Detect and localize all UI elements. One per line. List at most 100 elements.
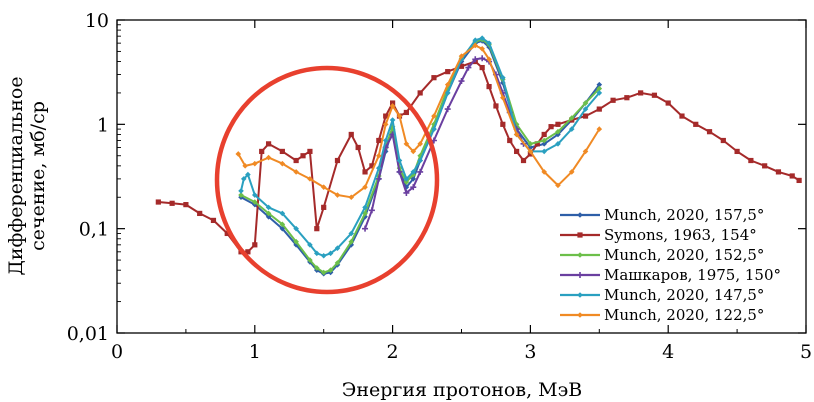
data-point	[541, 169, 547, 175]
data-point	[334, 260, 341, 266]
data-point	[479, 35, 485, 41]
data-point	[500, 121, 506, 127]
x-tick-label: 2	[387, 341, 399, 363]
data-point	[252, 160, 258, 167]
data-point	[403, 176, 410, 182]
data-point	[444, 81, 451, 88]
data-point	[334, 192, 341, 198]
data-point	[376, 165, 382, 171]
data-point	[534, 141, 540, 147]
data-point	[417, 168, 424, 175]
data-point	[348, 131, 354, 138]
data-point	[706, 129, 713, 135]
x-axis-label: Энергия протонов, МэВ	[342, 379, 582, 401]
series-lines	[155, 35, 802, 277]
data-point	[775, 169, 782, 175]
data-point	[300, 153, 306, 159]
data-point	[279, 160, 286, 167]
data-point	[693, 121, 699, 127]
data-point	[320, 184, 327, 190]
data-point	[541, 148, 547, 155]
data-point	[444, 106, 451, 113]
data-point	[796, 177, 802, 184]
data-point	[410, 148, 417, 155]
data-point	[513, 131, 520, 138]
data-point	[265, 154, 272, 161]
x-tick-label: 3	[524, 341, 536, 363]
data-point	[624, 95, 630, 101]
data-point	[245, 249, 251, 255]
data-point	[382, 137, 389, 144]
y-axis-label-line: сечение, мб/ср	[27, 101, 49, 251]
data-point	[375, 175, 382, 182]
x-tick-label: 0	[111, 341, 123, 363]
data-point	[376, 152, 382, 159]
data-point	[383, 113, 389, 119]
data-point	[500, 94, 506, 101]
data-point	[235, 151, 242, 157]
data-point	[486, 40, 492, 46]
y-tick-label: 0,01	[67, 323, 109, 345]
data-point	[314, 250, 320, 257]
data-point	[479, 64, 485, 71]
legend-item: Munch, 2020, 122,5°	[560, 306, 764, 324]
data-point	[458, 78, 465, 85]
legend-label: Munch, 2020, 147,5°	[604, 286, 764, 304]
data-point	[348, 242, 355, 248]
data-point	[493, 103, 499, 109]
data-point	[348, 230, 355, 237]
data-point	[520, 157, 527, 164]
data-point	[651, 92, 658, 98]
data-point	[403, 141, 410, 147]
data-point	[541, 137, 547, 144]
data-point	[472, 56, 479, 63]
data-point	[242, 163, 248, 169]
data-point	[155, 199, 161, 205]
data-point	[224, 230, 230, 237]
data-point	[486, 56, 492, 63]
data-point	[334, 245, 341, 251]
data-point	[320, 252, 327, 259]
data-point	[389, 103, 396, 109]
data-point	[238, 192, 244, 198]
data-point	[472, 42, 479, 49]
data-point	[479, 55, 486, 62]
x-tick-label: 4	[662, 341, 674, 363]
data-point	[293, 238, 299, 245]
data-point	[396, 168, 403, 175]
data-point	[555, 141, 561, 147]
data-point	[720, 137, 726, 144]
data-point	[465, 64, 472, 71]
data-point	[382, 121, 389, 128]
data-point	[403, 184, 410, 190]
legend-marker	[577, 292, 583, 298]
legend-marker	[577, 272, 583, 278]
data-point	[548, 124, 554, 130]
data-point	[417, 157, 423, 164]
data-point	[376, 137, 382, 144]
legend-item: Munch, 2020, 147,5°	[560, 286, 764, 304]
x-tick-label: 5	[800, 341, 812, 363]
data-point	[252, 192, 258, 198]
data-point	[348, 194, 355, 201]
legend-label: Symons, 1963, 154°	[604, 226, 757, 244]
data-point	[610, 97, 616, 103]
data-point	[582, 113, 589, 119]
data-point	[458, 63, 465, 69]
data-point	[259, 148, 265, 155]
legend: Munch, 2020, 157,5° Symons, 1963, 154° Mun…	[560, 206, 781, 324]
data-point	[596, 81, 603, 88]
x-tick-label: 1	[249, 341, 261, 363]
data-point	[197, 210, 203, 217]
data-point	[555, 182, 561, 189]
data-point	[252, 242, 258, 248]
data-point	[240, 176, 247, 182]
legend-item: Машкаров, 1975, 150°	[560, 266, 781, 284]
data-point	[279, 210, 286, 217]
data-point	[568, 169, 575, 175]
data-point	[582, 106, 589, 112]
data-point	[183, 202, 189, 208]
data-point	[679, 113, 685, 119]
data-point	[568, 126, 575, 132]
